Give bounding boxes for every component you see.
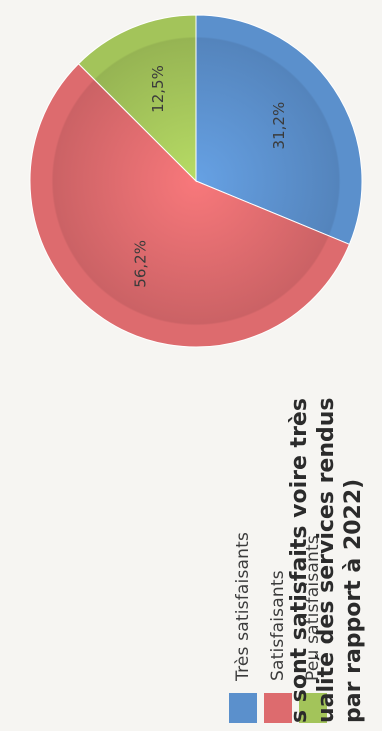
slice-label: 31,2% — [270, 102, 288, 150]
caption-line: s sont satisfaits voire très — [287, 398, 312, 723]
legend-label: Satisfaisants — [267, 570, 288, 681]
slice-label: 12,5% — [149, 65, 167, 113]
legend-swatch — [228, 693, 257, 723]
pie-slice — [29, 63, 351, 348]
legend-label: Très satisfaisants — [232, 531, 253, 681]
legend-item-tres-satisfaisants: Très satisfaisants — [225, 532, 260, 723]
chart-caption: s sont satisfaits voire très ualité des … — [286, 397, 367, 723]
slice-label: 56,2% — [132, 240, 150, 288]
pie-slice — [77, 14, 197, 183]
pie-slice — [195, 14, 363, 245]
caption-line: par rapport à 2022) — [341, 478, 366, 723]
caption-line: ualité des services rendus — [314, 397, 339, 723]
